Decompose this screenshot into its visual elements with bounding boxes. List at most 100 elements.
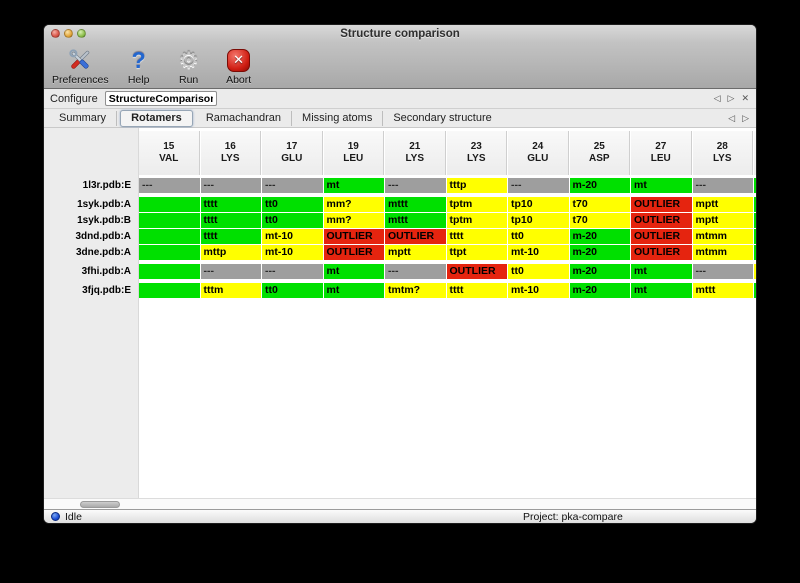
rotamer-cell[interactable]: mptt xyxy=(692,213,753,228)
rotamer-cell[interactable]: m-20 xyxy=(569,229,630,244)
horizontal-scrollbar-thumb[interactable] xyxy=(80,501,120,508)
rotamer-cell[interactable]: tp10 xyxy=(508,213,569,228)
preferences-button[interactable]: Preferences xyxy=(52,47,109,86)
rotamer-cell[interactable]: mttt xyxy=(385,197,446,212)
rotamer-cell[interactable]: OUTLIER xyxy=(323,229,384,244)
rotamer-cell[interactable]: m-20 xyxy=(569,245,630,260)
rotamer-cell-partial[interactable] xyxy=(754,283,756,298)
rotamer-cell[interactable]: mm? xyxy=(323,213,384,228)
rotamer-cell[interactable]: tt0 xyxy=(508,264,569,279)
row-label[interactable]: 3dne.pdb:A xyxy=(76,247,131,258)
title-bar[interactable]: Structure comparison xyxy=(44,25,756,42)
rotamer-cell[interactable]: --- xyxy=(385,178,446,193)
rotamer-cell[interactable]: mt xyxy=(323,264,384,279)
rotamer-cell[interactable]: m-20 xyxy=(569,178,630,193)
rotamer-cell[interactable]: --- xyxy=(139,178,200,193)
abort-button[interactable]: ✕ Abort xyxy=(219,47,259,86)
rotamer-cell[interactable]: mt-10 xyxy=(508,245,569,260)
rotamer-cell[interactable]: tttt xyxy=(200,197,261,212)
rotamer-cell[interactable]: OUTLIER xyxy=(631,213,692,228)
rotamer-cell[interactable]: --- xyxy=(692,264,753,279)
rotamer-cell[interactable]: tptm xyxy=(446,213,507,228)
rotamer-cell[interactable]: tttt xyxy=(446,229,507,244)
close-window-icon[interactable] xyxy=(51,29,60,38)
rotamer-cell[interactable]: tt0 xyxy=(508,229,569,244)
rotamer-cell[interactable]: tt0 xyxy=(262,213,323,228)
rotamer-cell[interactable]: mt xyxy=(323,178,384,193)
close-configuration-icon[interactable]: ✕ xyxy=(741,93,749,103)
rotamer-cell[interactable]: OUTLIER xyxy=(446,264,507,279)
run-button[interactable]: ⚙ Run xyxy=(169,47,209,87)
rotamer-cell[interactable]: tttp xyxy=(446,178,507,193)
rotamer-cell[interactable]: tt0 xyxy=(262,197,323,212)
rotamer-cell[interactable]: OUTLIER xyxy=(631,197,692,212)
row-label[interactable]: 3fhi.pdb:A xyxy=(81,266,131,277)
rotamer-cell[interactable]: mtmm xyxy=(692,229,753,244)
rotamer-cell[interactable]: tttt xyxy=(446,283,507,298)
rotamer-cell[interactable]: tttt xyxy=(200,213,261,228)
rotamer-cell[interactable]: mt xyxy=(631,283,692,298)
rotamer-cell[interactable]: mt xyxy=(631,178,692,193)
row-label[interactable]: 1syk.pdb:B xyxy=(77,215,131,226)
next-configuration-icon[interactable]: ▷ xyxy=(727,93,735,103)
rotamer-cell[interactable]: OUTLIER xyxy=(631,229,692,244)
rotamer-cell-partial[interactable] xyxy=(754,197,756,212)
rotamer-cell[interactable]: tttt xyxy=(200,229,261,244)
rotamer-cell[interactable]: t70 xyxy=(569,213,630,228)
next-tab-icon[interactable]: ▷ xyxy=(742,112,749,123)
zoom-window-icon[interactable] xyxy=(77,29,86,38)
rotamer-cell[interactable]: mm? xyxy=(323,197,384,212)
rotamer-cell[interactable]: tttm xyxy=(200,283,261,298)
rotamer-cell-partial[interactable] xyxy=(754,245,756,260)
rotamer-cell[interactable]: tmtm? xyxy=(385,283,446,298)
rotamer-cell[interactable]: m-20 xyxy=(569,283,630,298)
rotamer-cell-partial[interactable] xyxy=(754,264,756,279)
rotamer-cell[interactable]: mttp xyxy=(200,245,261,260)
tab-secondary-structure[interactable]: Secondary structure xyxy=(393,111,492,124)
rotamer-cell[interactable]: --- xyxy=(200,178,261,193)
row-label[interactable]: 1syk.pdb:A xyxy=(77,199,131,210)
rotamer-cell[interactable]: OUTLIER xyxy=(631,245,692,260)
rotamer-cell[interactable]: mtmm xyxy=(692,245,753,260)
rotamer-cell[interactable]: mptt xyxy=(385,245,446,260)
rotamer-cell[interactable]: mttt xyxy=(692,283,753,298)
rotamer-cell[interactable]: --- xyxy=(200,264,261,279)
tab-rotamers[interactable]: Rotamers xyxy=(120,109,193,127)
rotamer-cell[interactable]: mt-10 xyxy=(508,283,569,298)
rotamer-cell[interactable] xyxy=(139,197,200,212)
rotamer-cell[interactable] xyxy=(139,245,200,260)
rotamer-cell[interactable]: --- xyxy=(262,264,323,279)
rotamer-cell[interactable]: mt xyxy=(323,283,384,298)
rotamer-cell[interactable]: OUTLIER xyxy=(385,229,446,244)
rotamer-cell[interactable]: tt0 xyxy=(262,283,323,298)
minimize-window-icon[interactable] xyxy=(64,29,73,38)
rotamer-cell[interactable]: --- xyxy=(262,178,323,193)
prev-tab-icon[interactable]: ◁ xyxy=(728,112,736,123)
rotamer-cell[interactable]: OUTLIER xyxy=(323,245,384,260)
rotamer-cell[interactable]: t70 xyxy=(569,197,630,212)
rotamer-cell[interactable] xyxy=(139,264,200,279)
rotamer-cell[interactable]: mt-10 xyxy=(262,245,323,260)
help-button[interactable]: ? Help xyxy=(119,47,159,87)
tab-ramachandran[interactable]: Ramachandran xyxy=(196,110,293,126)
rotamer-cell[interactable] xyxy=(139,229,200,244)
rotamer-cell[interactable]: --- xyxy=(385,264,446,279)
row-label[interactable]: 3fjq.pdb:E xyxy=(82,285,131,296)
rotamer-cell-partial[interactable] xyxy=(754,229,756,244)
rotamer-cell[interactable]: mt-10 xyxy=(262,229,323,244)
prev-configuration-icon[interactable]: ◁ xyxy=(713,93,721,103)
rotamer-cell[interactable]: mttt xyxy=(385,213,446,228)
rotamer-cell[interactable]: tp10 xyxy=(508,197,569,212)
configuration-name-input[interactable] xyxy=(104,91,217,106)
rotamer-cell[interactable]: --- xyxy=(508,178,569,193)
rotamer-cell[interactable] xyxy=(139,213,200,228)
rotamer-cell[interactable]: mptt xyxy=(692,197,753,212)
rotamer-cell[interactable] xyxy=(139,283,200,298)
tab-missing-atoms[interactable]: Missing atoms xyxy=(292,110,384,126)
rotamer-cell[interactable]: mt xyxy=(631,264,692,279)
tab-summary[interactable]: Summary xyxy=(49,110,118,126)
row-label[interactable]: 3dnd.pdb:A xyxy=(75,231,131,242)
row-label[interactable]: 1l3r.pdb:E xyxy=(82,180,131,191)
rotamer-cell[interactable]: tptm xyxy=(446,197,507,212)
rotamer-cell-partial[interactable] xyxy=(754,213,756,228)
